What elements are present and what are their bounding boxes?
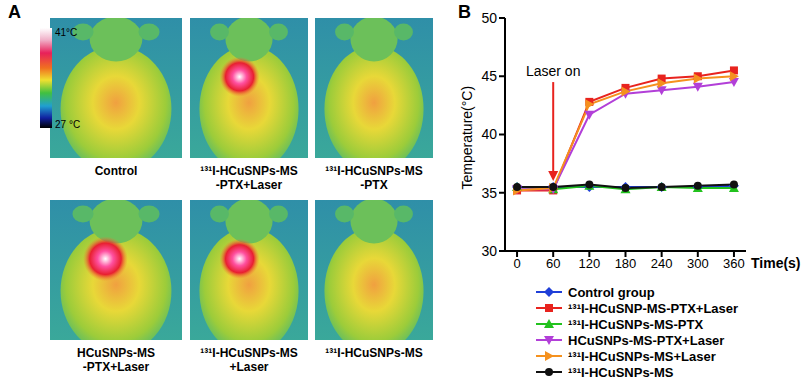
svg-text:Temperature(°C): Temperature(°C) xyxy=(459,86,475,190)
html-text:-PTX: -PTX xyxy=(360,178,388,192)
html-text:HCuSNPs-MS: HCuSNPs-MS xyxy=(77,346,155,360)
html-text:¹³¹I-HCuSNPs-MS: ¹³¹I-HCuSNPs-MS xyxy=(200,346,298,360)
svg-text:360: 360 xyxy=(723,256,745,271)
svg-text:27 °C: 27 °C xyxy=(55,119,80,130)
html-text:¹³¹I-HCuSNP-MS-PTX+Laser: ¹³¹I-HCuSNP-MS-PTX+Laser xyxy=(568,300,739,316)
html-text:HCuSNPs-MS-PTX+Laser: HCuSNPs-MS-PTX+Laser xyxy=(568,332,725,348)
svg-text:35: 35 xyxy=(481,185,497,201)
html-text:¹³¹I-HCuSNPs-MS: ¹³¹I-HCuSNPs-MS xyxy=(568,364,674,380)
html-text:Control group: Control group xyxy=(568,284,655,300)
svg-text:45: 45 xyxy=(481,68,497,84)
html-text:-PTX+Laser: -PTX+Laser xyxy=(82,360,150,374)
html-text:Control: Control xyxy=(94,164,138,178)
html-text:A: A xyxy=(8,2,21,22)
html-text:+Laser: +Laser xyxy=(229,360,269,374)
svg-text:50: 50 xyxy=(481,10,497,26)
svg-text:40: 40 xyxy=(481,126,497,142)
html-text:¹³¹I-HCuSNPs-MS: ¹³¹I-HCuSNPs-MS xyxy=(200,164,298,178)
html-text:¹³¹I-HCuSNPs-MS+Laser: ¹³¹I-HCuSNPs-MS+Laser xyxy=(568,348,716,364)
html-text:¹³¹I-HCuSNPs-MS-PTX: ¹³¹I-HCuSNPs-MS-PTX xyxy=(568,316,703,332)
svg-text:120: 120 xyxy=(578,256,600,271)
html-text:¹³¹I-HCuSNPs-MS: ¹³¹I-HCuSNPs-MS xyxy=(325,164,423,178)
svg-text:180: 180 xyxy=(615,256,637,271)
svg-text:0: 0 xyxy=(513,256,520,271)
svg-text:Time(s): Time(s) xyxy=(751,255,801,271)
svg-text:60: 60 xyxy=(546,256,560,271)
html-text:¹³¹I-HCuSNPs-MS: ¹³¹I-HCuSNPs-MS xyxy=(325,346,423,360)
svg-text:240: 240 xyxy=(651,256,673,271)
svg-text:300: 300 xyxy=(687,256,709,271)
svg-text:41°C: 41°C xyxy=(55,27,77,38)
svg-text:Laser on: Laser on xyxy=(526,63,580,79)
html-text:B: B xyxy=(458,2,471,22)
html-text:-PTX+Laser: -PTX+Laser xyxy=(215,178,283,192)
svg-text:30: 30 xyxy=(481,243,497,259)
